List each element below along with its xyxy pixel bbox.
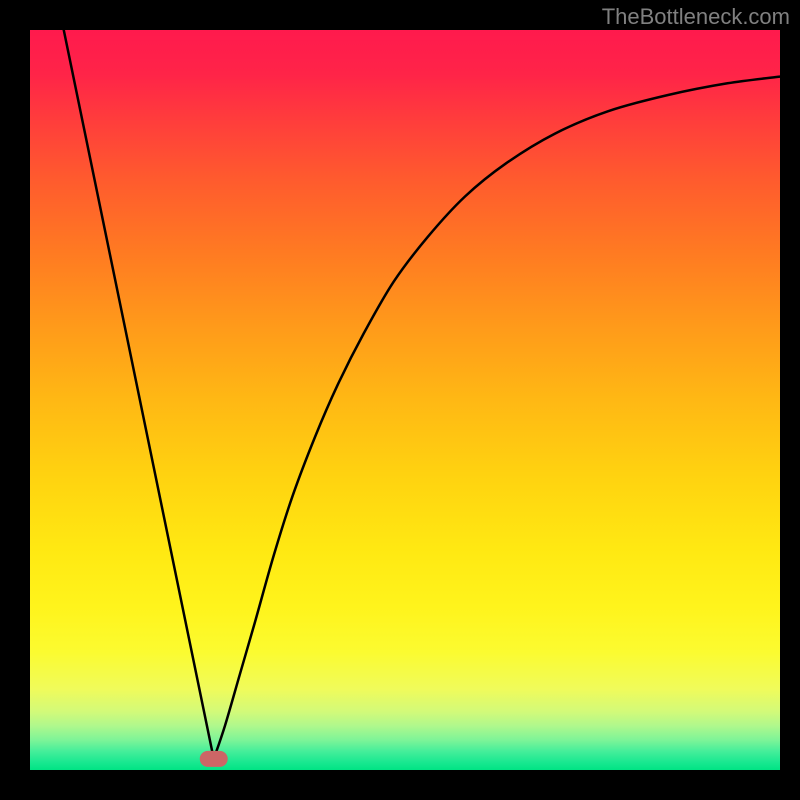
watermark-text: TheBottleneck.com xyxy=(602,4,790,30)
chart-container: TheBottleneck.com xyxy=(0,0,800,800)
minimum-marker xyxy=(200,751,228,767)
plot-background xyxy=(30,30,780,770)
bottleneck-curve-chart xyxy=(0,0,800,800)
